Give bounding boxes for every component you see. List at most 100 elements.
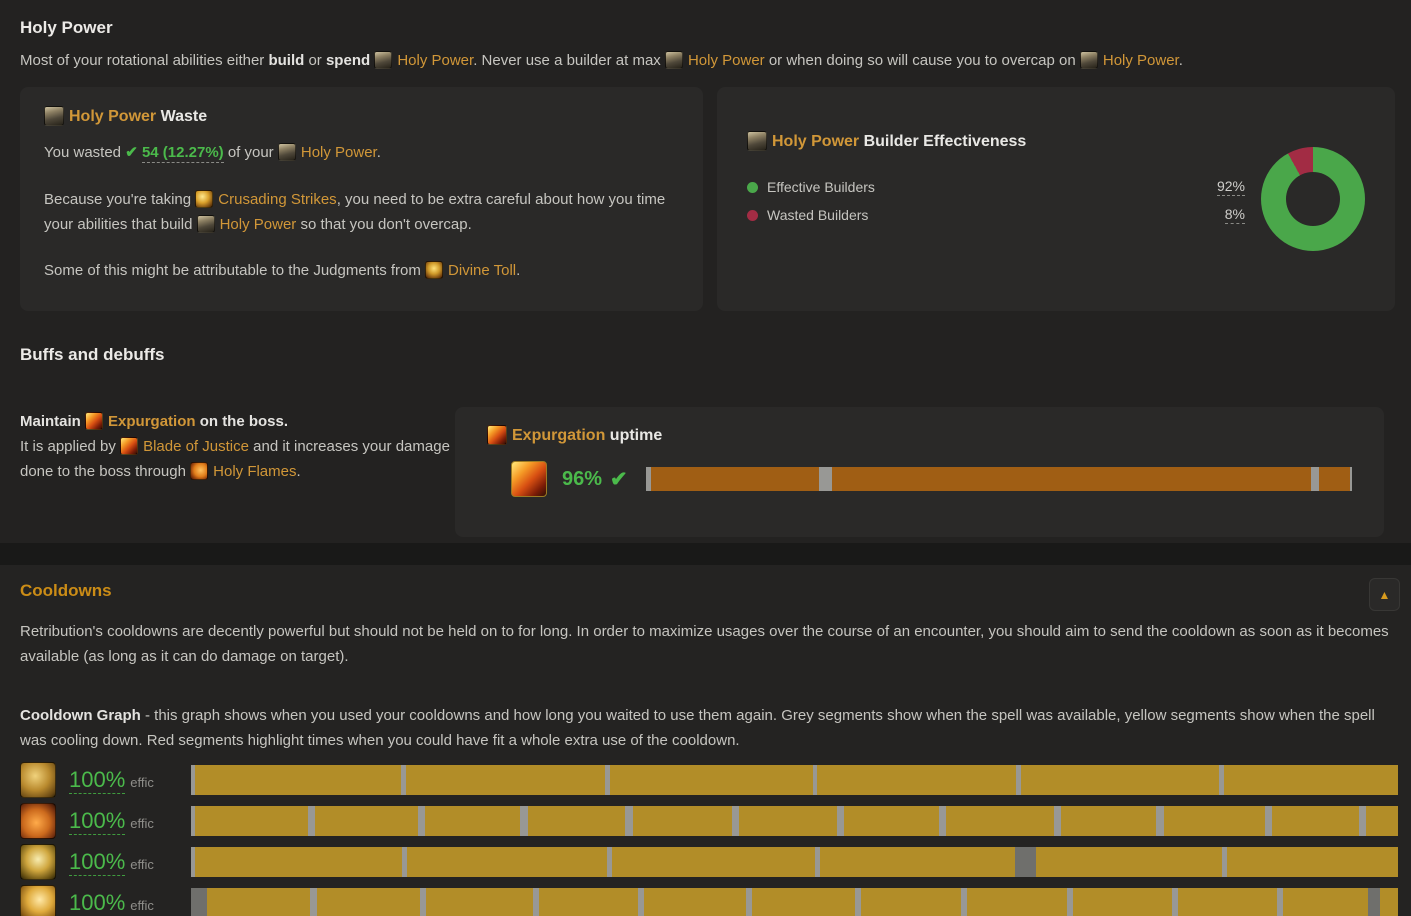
waste-title-spell-link[interactable]: Holy Power bbox=[69, 108, 157, 125]
available-segment[interactable] bbox=[1219, 764, 1225, 795]
expurgation-icon[interactable] bbox=[511, 461, 547, 497]
active-segment[interactable] bbox=[1379, 887, 1398, 916]
available-segment[interactable] bbox=[645, 467, 652, 491]
available-segment[interactable] bbox=[1359, 805, 1367, 836]
expurgation-uptime-bar[interactable] bbox=[645, 467, 1352, 491]
active-segment[interactable] bbox=[609, 764, 813, 795]
available-segment[interactable] bbox=[961, 887, 968, 916]
available-segment[interactable] bbox=[1067, 887, 1074, 916]
available-segment[interactable] bbox=[731, 805, 739, 836]
available-segment[interactable] bbox=[1221, 846, 1227, 877]
active-segment[interactable] bbox=[1061, 805, 1157, 836]
available-segment[interactable] bbox=[812, 764, 818, 795]
active-segment[interactable] bbox=[632, 805, 732, 836]
active-segment[interactable] bbox=[426, 887, 533, 916]
active-segment[interactable] bbox=[819, 846, 1016, 877]
available-segment[interactable] bbox=[417, 805, 426, 836]
efficiency-value[interactable]: 100% bbox=[69, 766, 126, 794]
builder-title-spell-link[interactable]: Holy Power bbox=[772, 133, 860, 150]
available-segment[interactable] bbox=[1016, 764, 1022, 795]
active-segment[interactable] bbox=[194, 846, 403, 877]
available-segment[interactable] bbox=[1156, 805, 1164, 836]
spell-link[interactable]: Holy Power bbox=[196, 215, 296, 233]
active-segment[interactable] bbox=[832, 467, 1311, 491]
available-segment[interactable] bbox=[939, 805, 947, 836]
available-segment[interactable] bbox=[607, 846, 613, 877]
uptime-title-spell-link[interactable]: Expurgation bbox=[512, 427, 606, 444]
available-segment[interactable] bbox=[854, 887, 861, 916]
active-segment[interactable] bbox=[194, 805, 309, 836]
active-segment[interactable] bbox=[967, 887, 1068, 916]
active-segment[interactable] bbox=[405, 764, 605, 795]
fiery-ashes-spell-icon[interactable] bbox=[20, 802, 56, 839]
golden-bell-spell-icon[interactable] bbox=[20, 843, 56, 880]
active-segment[interactable] bbox=[315, 805, 418, 836]
available-segment[interactable] bbox=[191, 764, 195, 795]
golden-wings-spell-icon[interactable] bbox=[20, 884, 56, 916]
active-segment[interactable] bbox=[1163, 805, 1266, 836]
available-segment[interactable] bbox=[1367, 887, 1380, 916]
efficiency-value[interactable]: 100% bbox=[69, 807, 126, 835]
available-segment[interactable] bbox=[1349, 467, 1352, 491]
available-segment[interactable] bbox=[637, 887, 644, 916]
active-segment[interactable] bbox=[1226, 846, 1398, 877]
cooldown-bar[interactable] bbox=[191, 846, 1398, 877]
available-segment[interactable] bbox=[1172, 887, 1179, 916]
cooldown-bar[interactable] bbox=[191, 887, 1398, 916]
active-segment[interactable] bbox=[1073, 887, 1173, 916]
spell-link[interactable]: Holy Flames bbox=[190, 462, 297, 480]
active-segment[interactable] bbox=[425, 805, 521, 836]
active-segment[interactable] bbox=[1272, 805, 1360, 836]
active-segment[interactable] bbox=[1021, 764, 1220, 795]
available-segment[interactable] bbox=[191, 846, 195, 877]
spell-link[interactable]: Holy Power bbox=[1079, 51, 1179, 69]
available-segment[interactable] bbox=[520, 805, 528, 836]
spell-link[interactable]: Blade of Justice bbox=[120, 437, 249, 455]
active-segment[interactable] bbox=[643, 887, 747, 916]
active-segment[interactable] bbox=[817, 764, 1017, 795]
active-segment[interactable] bbox=[407, 846, 608, 877]
available-segment[interactable] bbox=[532, 887, 539, 916]
wasted-amount-value[interactable]: 54 (12.27%) bbox=[141, 144, 224, 163]
active-segment[interactable] bbox=[206, 887, 311, 916]
active-segment[interactable] bbox=[527, 805, 626, 836]
efficiency-value[interactable]: 100% bbox=[69, 848, 126, 876]
active-segment[interactable] bbox=[843, 805, 940, 836]
available-segment[interactable] bbox=[401, 764, 406, 795]
active-segment[interactable] bbox=[1319, 467, 1350, 491]
available-segment[interactable] bbox=[191, 805, 195, 836]
active-segment[interactable] bbox=[860, 887, 961, 916]
active-segment[interactable] bbox=[194, 764, 401, 795]
available-segment[interactable] bbox=[310, 887, 317, 916]
available-segment[interactable] bbox=[836, 805, 844, 836]
collapse-section-button[interactable]: ▲ bbox=[1369, 578, 1400, 611]
active-segment[interactable] bbox=[1178, 887, 1278, 916]
available-segment[interactable] bbox=[604, 764, 610, 795]
gold-hammer-spell-icon[interactable] bbox=[20, 761, 56, 798]
active-segment[interactable] bbox=[1224, 764, 1398, 795]
available-segment[interactable] bbox=[420, 887, 427, 916]
available-segment[interactable] bbox=[402, 846, 408, 877]
spell-link[interactable]: Holy Power bbox=[374, 51, 473, 69]
effective-builders-value[interactable]: 92% bbox=[1216, 178, 1245, 196]
spell-link[interactable]: Divine Toll bbox=[425, 261, 516, 279]
efficiency-value[interactable]: 100% bbox=[69, 889, 126, 916]
available-segment[interactable] bbox=[1311, 467, 1320, 491]
active-segment[interactable] bbox=[752, 887, 855, 916]
available-segment[interactable] bbox=[1053, 805, 1062, 836]
available-segment[interactable] bbox=[1265, 805, 1273, 836]
available-segment[interactable] bbox=[1015, 846, 1036, 877]
active-segment[interactable] bbox=[738, 805, 837, 836]
available-segment[interactable] bbox=[814, 846, 820, 877]
cooldown-bar[interactable] bbox=[191, 805, 1398, 836]
available-segment[interactable] bbox=[308, 805, 316, 836]
wasted-builders-value[interactable]: 8% bbox=[1224, 206, 1245, 224]
active-segment[interactable] bbox=[1366, 805, 1398, 836]
available-segment[interactable] bbox=[191, 887, 207, 916]
spell-link[interactable]: Holy Power bbox=[664, 51, 765, 69]
builder-effectiveness-donut-chart[interactable] bbox=[1261, 147, 1365, 251]
spell-link[interactable]: Holy Power bbox=[277, 143, 377, 161]
available-segment[interactable] bbox=[625, 805, 633, 836]
spell-link[interactable]: Crusading Strikes bbox=[195, 190, 337, 208]
active-segment[interactable] bbox=[1283, 887, 1368, 916]
